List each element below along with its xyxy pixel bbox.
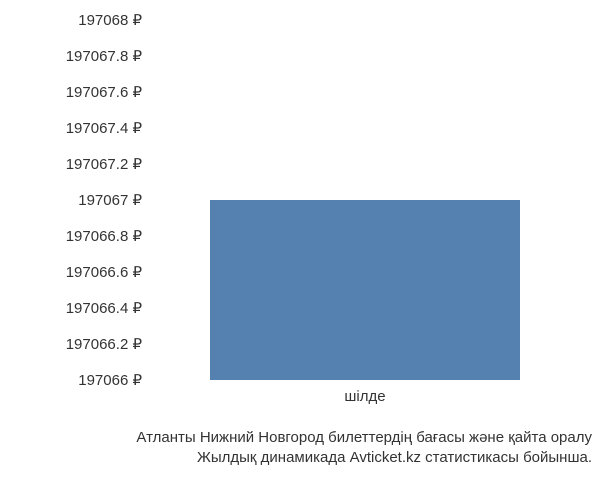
y-axis: 197068 ₽197067.8 ₽197067.6 ₽197067.4 ₽19…: [0, 20, 150, 380]
chart-caption: Атланты Нижний Новгород билеттердің баға…: [0, 428, 600, 469]
y-tick-label: 197067.8 ₽: [66, 47, 142, 65]
caption-line-2: Жылдық динамикада Avticket.kz статистика…: [0, 448, 592, 468]
y-tick-label: 197067.2 ₽: [66, 155, 142, 173]
caption-line-1: Атланты Нижний Новгород билеттердің баға…: [0, 428, 592, 448]
y-tick-label: 197067.6 ₽: [66, 83, 142, 101]
y-tick-label: 197067.4 ₽: [66, 119, 142, 137]
chart-container: 197068 ₽197067.8 ₽197067.6 ₽197067.4 ₽19…: [0, 20, 600, 400]
y-tick-label: 197066.4 ₽: [66, 299, 142, 317]
x-tick-label: шілде: [344, 388, 385, 405]
y-tick-label: 197066.2 ₽: [66, 335, 142, 353]
bar: [210, 200, 520, 380]
y-tick-label: 197067 ₽: [78, 191, 142, 209]
y-tick-label: 197066.6 ₽: [66, 263, 142, 281]
y-tick-label: 197066.8 ₽: [66, 227, 142, 245]
y-tick-label: 197066 ₽: [78, 371, 142, 389]
plot-area: шілде: [150, 20, 580, 380]
y-tick-label: 197068 ₽: [78, 11, 142, 29]
